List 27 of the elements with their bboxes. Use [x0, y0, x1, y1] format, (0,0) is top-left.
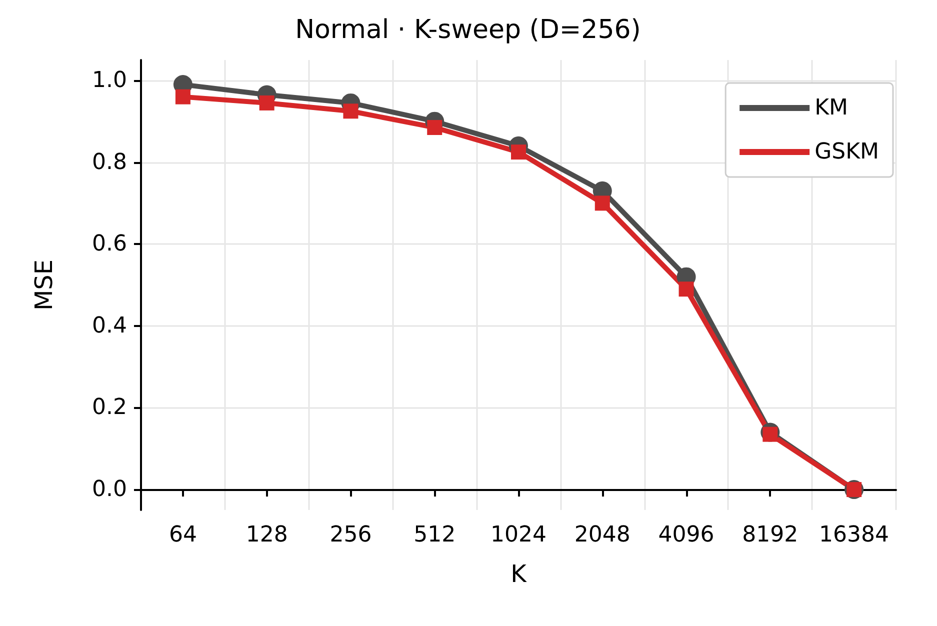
chart-title: Normal · K-sweep (D=256) — [295, 15, 641, 45]
x-tick-label: 8192 — [742, 522, 798, 548]
point — [594, 196, 610, 211]
y-tick-label: 0.6 — [92, 232, 127, 257]
x-tick-label: 16384 — [819, 522, 890, 548]
point — [343, 104, 358, 119]
y-axis-title: MSE — [30, 259, 58, 311]
y-tick-label: 0.8 — [92, 150, 127, 175]
x-axis-title: K — [510, 560, 528, 588]
legend-label: GSKM — [814, 140, 879, 164]
y-tick-label: 1.0 — [92, 68, 127, 93]
point — [427, 120, 442, 135]
y-tick-label: 0.4 — [92, 313, 127, 338]
y-tick-label: 0.2 — [92, 395, 127, 420]
x-tick-label: 512 — [414, 522, 456, 548]
point — [175, 89, 190, 104]
x-tick-label: 1024 — [490, 522, 546, 548]
x-tick-label: 4096 — [658, 522, 714, 548]
x-tick-label: 128 — [246, 522, 288, 548]
y-tick-label: 0.0 — [92, 477, 127, 502]
legend-label: KM — [814, 96, 848, 120]
x-tick-label: 256 — [330, 522, 372, 548]
x-tick-label: 2048 — [574, 522, 630, 548]
point — [511, 144, 526, 160]
point — [678, 282, 694, 297]
x-tick-label: 64 — [168, 522, 197, 548]
point — [259, 95, 274, 110]
